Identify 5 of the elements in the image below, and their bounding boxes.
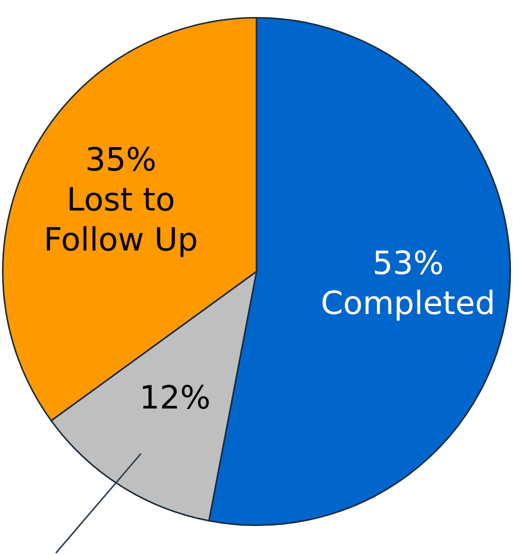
slice-label: Completed: [320, 284, 496, 322]
data-label: 12%: [139, 378, 210, 416]
data-label: 53%: [372, 244, 444, 282]
slice-label: Lost to Follow Up: [44, 180, 198, 259]
data-label: 35%: [85, 140, 156, 179]
